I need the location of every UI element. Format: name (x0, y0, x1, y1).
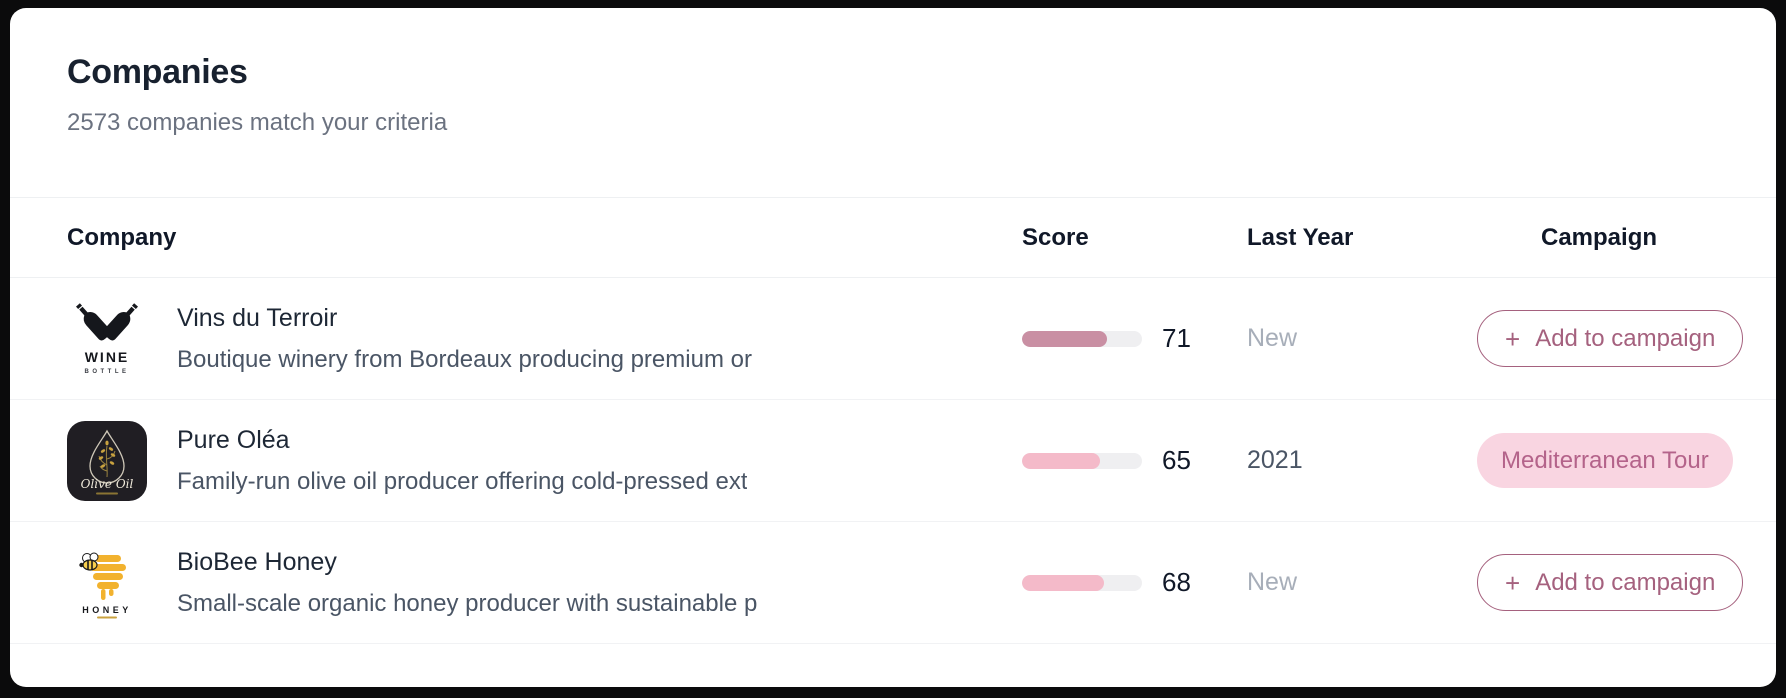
score-cell: 65 (1022, 445, 1247, 476)
company-description: Family-run olive oil producer offering c… (177, 468, 748, 495)
company-name: Vins du Terroir (177, 304, 338, 332)
company-name: Pure Oléa (177, 426, 290, 454)
company-cell: Olive Oil Pure Oléa Family-run olive oil… (67, 420, 1022, 501)
svg-text:BOTTLE: BOTTLE (85, 369, 130, 375)
campaign-cell: Mediterranean Tour (1477, 433, 1752, 488)
column-header-company: Company (67, 223, 177, 251)
plus-icon: + (1505, 567, 1521, 598)
company-description: Boutique winery from Bordeaux producing … (177, 346, 752, 373)
wine-bottle-logo-icon: WINE BOTTLE (67, 299, 147, 378)
svg-text:WINE: WINE (85, 349, 130, 365)
score-bar-track (1022, 452, 1142, 469)
plus-icon: + (1505, 323, 1521, 354)
add-to-campaign-button[interactable]: + Add to campaign (1477, 310, 1744, 367)
campaign-cell: + Add to campaign (1477, 554, 1752, 611)
score-bar-track (1022, 330, 1142, 347)
company-text: BioBee Honey Small-scale organic honey p… (177, 547, 757, 618)
companies-panel: Companies 2573 companies match your crit… (10, 8, 1776, 687)
table-header-row: Company Score Last Year Campaign (10, 198, 1776, 278)
table-row[interactable]: Olive Oil Pure Oléa Family-run olive oil… (10, 400, 1776, 522)
score-bar-fill (1022, 452, 1100, 469)
company-text: Vins du Terroir Boutique winery from Bor… (177, 303, 752, 374)
score-bar-fill (1022, 330, 1108, 347)
company-text: Pure Oléa Family-run olive oil producer … (177, 425, 747, 496)
company-name: BioBee Honey (177, 548, 337, 576)
campaign-badge[interactable]: Mediterranean Tour (1477, 433, 1733, 488)
company-cell: HONEY BioBee Honey Small-scale organic h… (67, 543, 1022, 623)
olive-oil-logo-icon: Olive Oil (67, 420, 147, 501)
add-to-campaign-label: Add to campaign (1535, 569, 1716, 596)
score-value: 68 (1162, 567, 1191, 597)
score-cell: 71 (1022, 323, 1247, 354)
add-to-campaign-button[interactable]: + Add to campaign (1477, 554, 1744, 611)
company-cell: WINE BOTTLE Vins du Terroir Boutique win… (67, 299, 1022, 378)
honey-logo-text: HONEY (82, 605, 132, 615)
last-year-value: 2021 (1247, 446, 1303, 474)
panel-header: Companies 2573 companies match your crit… (10, 8, 1776, 198)
table-row[interactable]: HONEY BioBee Honey Small-scale organic h… (10, 522, 1776, 644)
results-count-subtitle: 2573 companies match your criteria (67, 109, 448, 136)
add-to-campaign-label: Add to campaign (1535, 325, 1716, 352)
score-bar-track (1022, 574, 1142, 591)
table-row[interactable]: WINE BOTTLE Vins du Terroir Boutique win… (10, 278, 1776, 400)
page-title: Companies (67, 53, 248, 91)
honey-logo-icon: HONEY (67, 543, 147, 623)
company-description: Small-scale organic honey producer with … (177, 590, 758, 617)
campaign-cell: + Add to campaign (1477, 310, 1752, 367)
score-value: 65 (1162, 445, 1191, 475)
column-header-score: Score (1022, 223, 1089, 251)
score-value: 71 (1162, 323, 1191, 353)
column-header-campaign: Campaign (1541, 223, 1658, 251)
last-year-value: New (1247, 568, 1298, 596)
score-cell: 68 (1022, 567, 1247, 598)
score-bar-fill (1022, 574, 1104, 591)
column-header-last-year: Last Year (1247, 223, 1354, 251)
olive-oil-logo-text: Olive Oil (81, 477, 134, 491)
last-year-value: New (1247, 324, 1298, 352)
